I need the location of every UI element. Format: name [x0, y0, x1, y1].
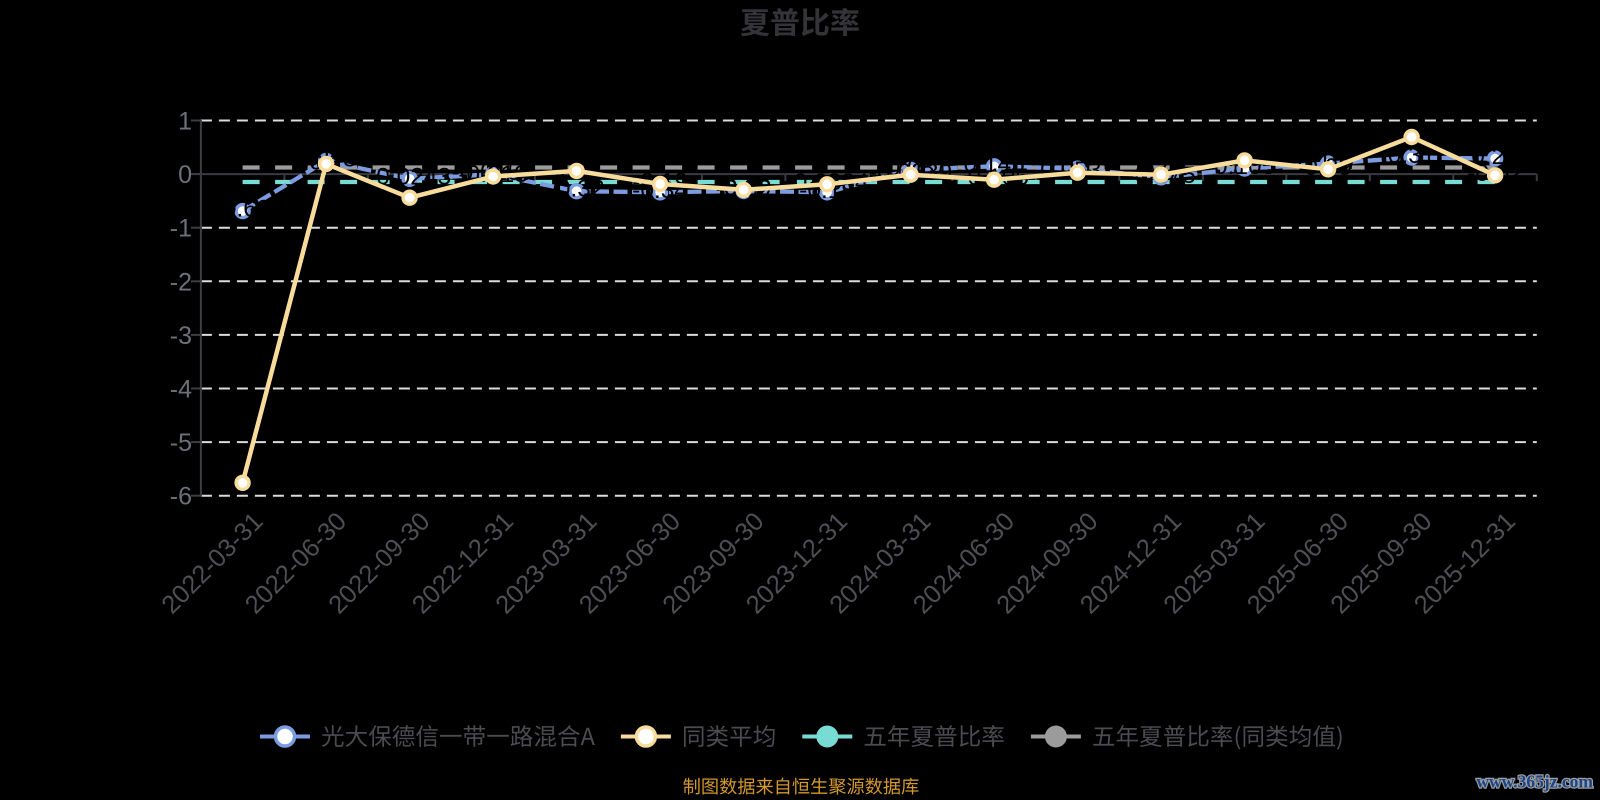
- svg-text:-0.32: -0.32: [549, 176, 605, 203]
- svg-text:-0.69: -0.69: [215, 196, 271, 223]
- svg-text:-1: -1: [170, 215, 192, 243]
- svg-text:-4: -4: [170, 376, 192, 404]
- svg-text:-5: -5: [170, 429, 192, 457]
- svg-text:-2: -2: [170, 268, 192, 296]
- svg-text:1: 1: [178, 108, 192, 136]
- svg-text:-6: -6: [170, 483, 192, 511]
- svg-text:-3: -3: [170, 322, 192, 350]
- svg-text:0: 0: [178, 161, 192, 189]
- svg-text:www.365jz.com: www.365jz.com: [1476, 772, 1593, 792]
